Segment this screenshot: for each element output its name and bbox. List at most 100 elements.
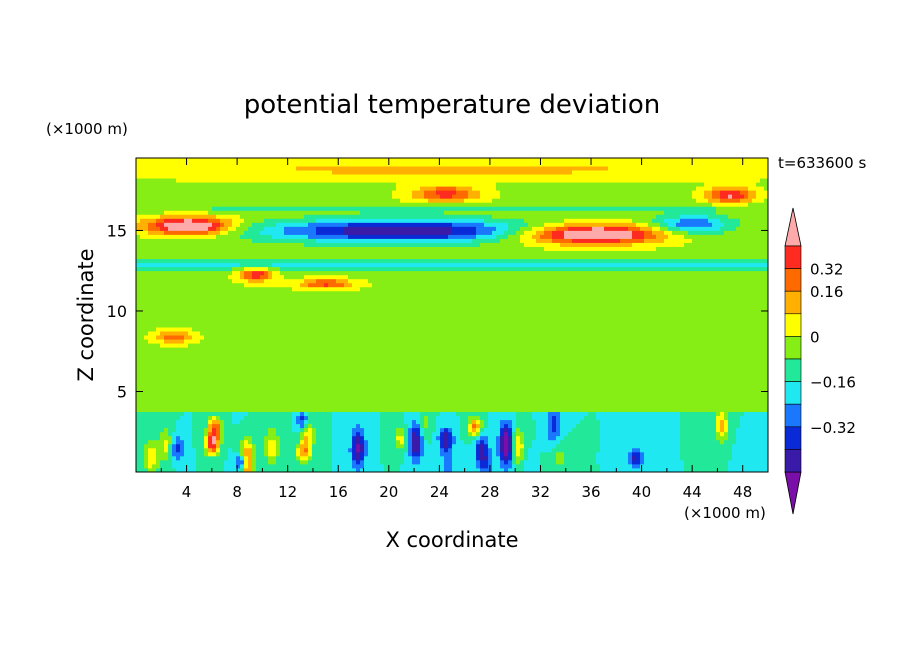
heatmap-cell: [156, 463, 161, 469]
heatmap-cell: [420, 447, 425, 453]
heatmap-cell: [668, 363, 673, 368]
heatmap-cell: [480, 463, 485, 469]
heatmap-cell: [400, 443, 405, 449]
heatmap-cell: [136, 367, 141, 372]
heatmap-cell: [480, 363, 485, 368]
heatmap-cell: [668, 459, 673, 465]
heatmap-cell: [336, 347, 341, 352]
heatmap-cell: [164, 439, 169, 445]
heatmap-cell: [280, 383, 285, 388]
heatmap-cell: [324, 371, 329, 376]
heatmap-cell: [536, 439, 541, 445]
heatmap-cell: [220, 443, 225, 449]
heatmap-cell: [488, 427, 493, 433]
heatmap-cell: [508, 419, 513, 425]
heatmap-cell: [184, 387, 189, 392]
heatmap-cell: [544, 375, 549, 380]
heatmap-cell: [660, 399, 665, 404]
heatmap-cell: [720, 355, 725, 360]
heatmap-cell: [180, 383, 185, 388]
heatmap-cell: [336, 375, 341, 380]
heatmap-cell: [476, 371, 481, 376]
heatmap-cell: [424, 451, 429, 457]
heatmap-cell: [600, 379, 605, 384]
heatmap-cell: [476, 419, 481, 425]
heatmap-cell: [472, 347, 477, 352]
heatmap-cell: [420, 423, 425, 429]
heatmap-cell: [204, 343, 209, 348]
heatmap-cell: [244, 463, 249, 469]
heatmap-cell: [212, 439, 217, 445]
heatmap-cell: [196, 347, 201, 352]
heatmap-cell: [708, 375, 713, 380]
heatmap-cell: [376, 391, 381, 396]
heatmap-cell: [364, 395, 369, 400]
heatmap-cell: [552, 443, 557, 449]
heatmap-cell: [700, 403, 705, 408]
heatmap-cell: [204, 459, 209, 465]
heatmap-cell: [428, 347, 433, 352]
heatmap-cell: [536, 359, 541, 364]
heatmap-cell: [148, 363, 153, 368]
heatmap-cell: [468, 419, 473, 425]
heatmap-cell: [176, 395, 181, 400]
heatmap-cell: [472, 439, 477, 445]
heatmap-cell: [576, 395, 581, 400]
heatmap-cell: [628, 391, 633, 396]
heatmap-cell: [368, 379, 373, 384]
heatmap-cell: [196, 351, 201, 356]
heatmap-cell: [600, 403, 605, 408]
heatmap-cell: [560, 455, 565, 461]
heatmap-cell: [628, 431, 633, 437]
heatmap-cell: [656, 463, 661, 469]
heatmap-cell: [676, 439, 681, 445]
heatmap-cell: [352, 427, 357, 433]
heatmap-cell: [228, 395, 233, 400]
heatmap-cell: [396, 375, 401, 380]
heatmap-cell: [756, 411, 761, 417]
heatmap-cell: [480, 375, 485, 380]
heatmap-cell: [648, 435, 653, 441]
heatmap-cell: [600, 355, 605, 360]
heatmap-cell: [388, 455, 393, 461]
heatmap-cell: [672, 419, 677, 425]
heatmap-cell: [416, 451, 421, 457]
heatmap-cell: [748, 391, 753, 396]
heatmap-cell: [592, 411, 597, 417]
heatmap-cell: [220, 427, 225, 433]
heatmap-cell: [540, 443, 545, 449]
heatmap-cell: [736, 375, 741, 380]
heatmap-cell: [488, 439, 493, 445]
heatmap-cell: [276, 399, 281, 404]
heatmap-cell: [576, 415, 581, 421]
heatmap-cell: [300, 379, 305, 384]
heatmap-cell: [524, 351, 529, 356]
heatmap-cell: [228, 363, 233, 368]
heatmap-cell: [220, 371, 225, 376]
heatmap-cell: [648, 423, 653, 429]
heatmap-cell: [200, 407, 205, 413]
heatmap-cell: [148, 407, 153, 413]
heatmap-cell: [204, 399, 209, 404]
heatmap-cell: [324, 383, 329, 388]
heatmap-cell: [600, 439, 605, 445]
heatmap-cell: [640, 439, 645, 445]
heatmap-cell: [672, 379, 677, 384]
heatmap-cell: [180, 367, 185, 372]
heatmap-cell: [752, 431, 757, 437]
heatmap-cell: [416, 435, 421, 441]
heatmap-cell: [224, 395, 229, 400]
heatmap-cell: [484, 395, 489, 400]
heatmap-cell: [232, 419, 237, 425]
heatmap-cell: [448, 371, 453, 376]
heatmap-cell: [548, 375, 553, 380]
heatmap-cell: [336, 379, 341, 384]
heatmap-cell: [228, 435, 233, 441]
heatmap-cell: [476, 447, 481, 453]
heatmap-cell: [480, 435, 485, 441]
heatmap-cell: [568, 467, 573, 473]
heatmap-cell: [284, 427, 289, 433]
heatmap-cell: [608, 447, 613, 453]
heatmap-cell: [484, 387, 489, 392]
heatmap-cell: [304, 391, 309, 396]
